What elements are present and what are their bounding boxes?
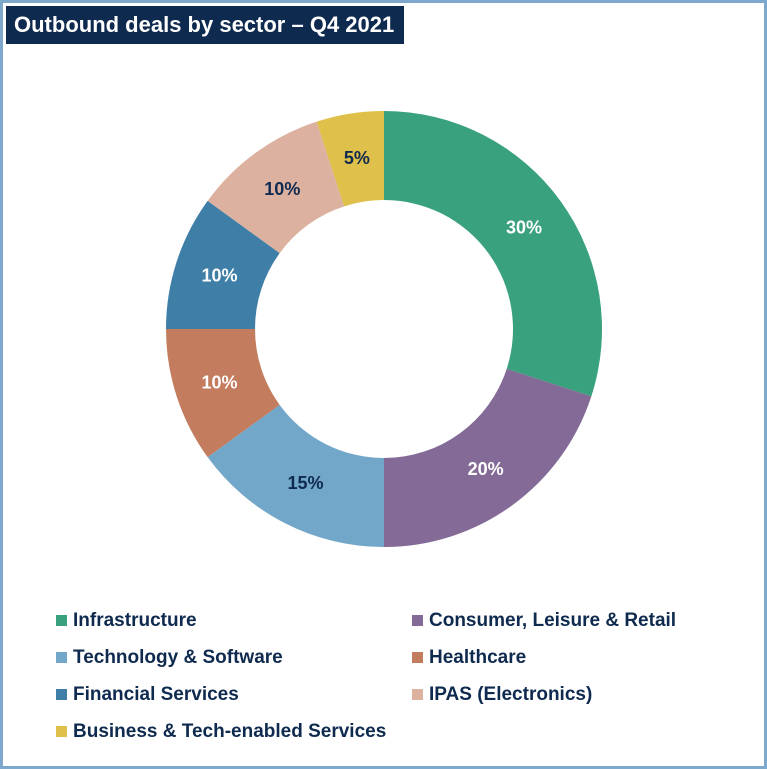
legend-item-business-tech-enabled-services: Business & Tech-enabled Services (56, 719, 412, 744)
legend-swatch (412, 615, 423, 626)
slice-data-label: 10% (201, 372, 237, 392)
donut-slice-financial-services (166, 200, 280, 329)
legend-swatch (56, 689, 67, 700)
legend-item-healthcare: Healthcare (412, 645, 736, 670)
legend-label: Business & Tech-enabled Services (73, 720, 387, 742)
legend-label: Consumer, Leisure & Retail (429, 609, 677, 631)
donut-slice-technology-software (207, 404, 384, 547)
legend-label: IPAS (Electronics) (429, 683, 593, 705)
legend-label: Financial Services (73, 683, 239, 705)
legend-item-financial-services: Financial Services (56, 682, 412, 707)
slice-data-label: 10% (264, 179, 300, 199)
legend-item-infrastructure: Infrastructure (56, 608, 412, 633)
legend-item-technology-software: Technology & Software (56, 645, 412, 670)
slice-data-label: 15% (287, 473, 323, 493)
legend-item-consumer-leisure-retail: Consumer, Leisure & Retail (412, 608, 736, 633)
donut-slice-ipas-electronics (207, 121, 345, 254)
legend-swatch (56, 615, 67, 626)
slice-data-label: 10% (201, 266, 237, 286)
legend-swatch (412, 689, 423, 700)
legend-label: Healthcare (429, 646, 527, 668)
legend-swatch (412, 652, 423, 663)
slice-data-label: 5% (344, 148, 370, 168)
donut-slice-infrastructure (384, 111, 602, 397)
legend-swatch (56, 726, 67, 737)
legend-label: Technology & Software (73, 646, 283, 668)
legend: Infrastructure Consumer, Leisure & Retai… (56, 608, 736, 744)
legend-label: Infrastructure (73, 609, 197, 631)
legend-item-ipas-electronics: IPAS (Electronics) (412, 682, 736, 707)
donut-slice-business-tech-enabled-services (316, 111, 384, 207)
legend-swatch (56, 652, 67, 663)
chart-title: Outbound deals by sector – Q4 2021 (6, 6, 405, 44)
donut-slice-consumer-leisure-retail (384, 368, 592, 547)
donut-slice-healthcare (166, 329, 280, 458)
slice-data-label: 30% (506, 217, 542, 237)
slice-data-label: 20% (468, 459, 504, 479)
